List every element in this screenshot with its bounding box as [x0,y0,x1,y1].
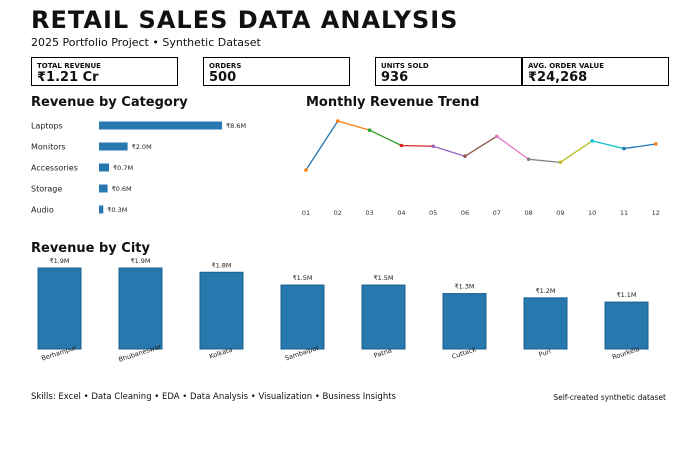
category-value-label: ₹2.0M [132,143,152,151]
trend-point [367,128,372,132]
trend-line-segment [560,140,593,163]
category-chart-title: Revenue by Category [31,95,188,110]
trend-line-segment [305,120,339,171]
city-bar [523,297,568,350]
kpi-value: ₹1.21 Cr [37,70,99,85]
trend-point [622,146,626,151]
kpi-label: ORDERS [209,62,242,70]
city-bar [199,271,244,350]
trend-line-segment [401,144,434,147]
city-label: Puri [538,347,552,359]
trend-point [304,168,308,172]
trend-line-segment [433,145,466,157]
trend-point [590,139,594,143]
trend-line-segment [528,158,561,163]
city-bar [118,267,163,350]
trend-x-tick: 08 [524,209,532,217]
trend-line-segment [496,135,529,160]
city-value-label: ₹1.5M [373,274,393,282]
city-value-label: ₹1.9M [130,257,150,265]
kpi-label: TOTAL REVENUE [37,62,101,70]
category-bar [99,121,222,130]
kpi-value: ₹24,268 [528,70,588,85]
trend-point [495,134,499,139]
kpi-orders: ORDERS 500 [203,57,350,86]
trend-point [526,157,531,162]
city-bar [37,267,82,350]
kpi-total-revenue: TOTAL REVENUE ₹1.21 Cr [31,57,178,86]
trend-x-tick: 12 [652,209,660,217]
category-value-label: ₹0.7M [113,164,133,172]
category-label: Accessories [31,164,78,173]
city-value-label: ₹1.9M [49,257,69,265]
category-value-label: ₹0.3M [107,206,127,214]
city-bar [361,284,406,350]
page-subtitle: 2025 Portfolio Project • Synthetic Datas… [31,36,261,49]
footer-skills: Skills: Excel • Data Cleaning • EDA • Da… [31,392,396,402]
city-bar [442,293,487,350]
kpi-value: 936 [381,70,409,85]
trend-point [654,142,658,146]
trend-x-tick: 04 [397,209,405,217]
category-bar [99,142,128,151]
category-label: Monitors [31,143,66,152]
category-value-label: ₹8.6M [226,122,246,130]
kpi-label: UNITS SOLD [381,62,429,70]
city-value-label: ₹1.8M [211,261,231,269]
trend-x-tick: 05 [429,209,437,217]
city-chart-title: Revenue by City [31,241,150,256]
trend-point [558,160,563,165]
kpi-avg-order-value: AVG. ORDER VALUE ₹24,268 [522,57,669,86]
city-bar [280,284,325,350]
trend-x-tick: 03 [365,209,373,217]
page-title: RETAIL SALES DATA ANALYSIS [31,6,459,34]
trend-x-tick: 07 [493,209,501,217]
category-bar [99,205,104,214]
trend-point [431,144,436,149]
category-bar [99,184,108,193]
category-label: Laptops [31,122,63,131]
trend-x-tick: 11 [620,209,628,217]
category-value-label: ₹0.6M [112,185,132,193]
trend-line-segment [369,129,402,147]
category-label: Storage [31,185,62,194]
footer-note: Self-created synthetic dataset [553,393,666,402]
city-value-label: ₹1.1M [616,291,636,299]
trend-x-tick: 09 [556,209,564,217]
city-value-label: ₹1.2M [535,287,555,295]
trend-x-tick: 02 [334,209,342,217]
city-value-label: ₹1.3M [454,283,474,291]
trend-x-tick: 06 [461,209,469,217]
trend-x-tick: 10 [588,209,596,217]
trend-chart-title: Monthly Revenue Trend [306,95,480,110]
category-bar [99,163,110,172]
trend-point [399,143,404,148]
kpi-units-sold: UNITS SOLD 936 [375,57,522,86]
trend-line-segment [592,140,625,150]
city-value-label: ₹1.5M [292,274,312,282]
trend-line-segment [337,120,370,131]
trend-x-tick: 01 [302,209,310,217]
kpi-label: AVG. ORDER VALUE [528,62,604,70]
trend-line-segment [623,143,656,150]
category-label: Audio [31,206,54,215]
trend-point [336,119,340,123]
trend-line-segment [464,135,498,157]
trend-point [463,154,467,159]
city-bar [604,301,649,350]
kpi-value: 500 [209,70,237,85]
